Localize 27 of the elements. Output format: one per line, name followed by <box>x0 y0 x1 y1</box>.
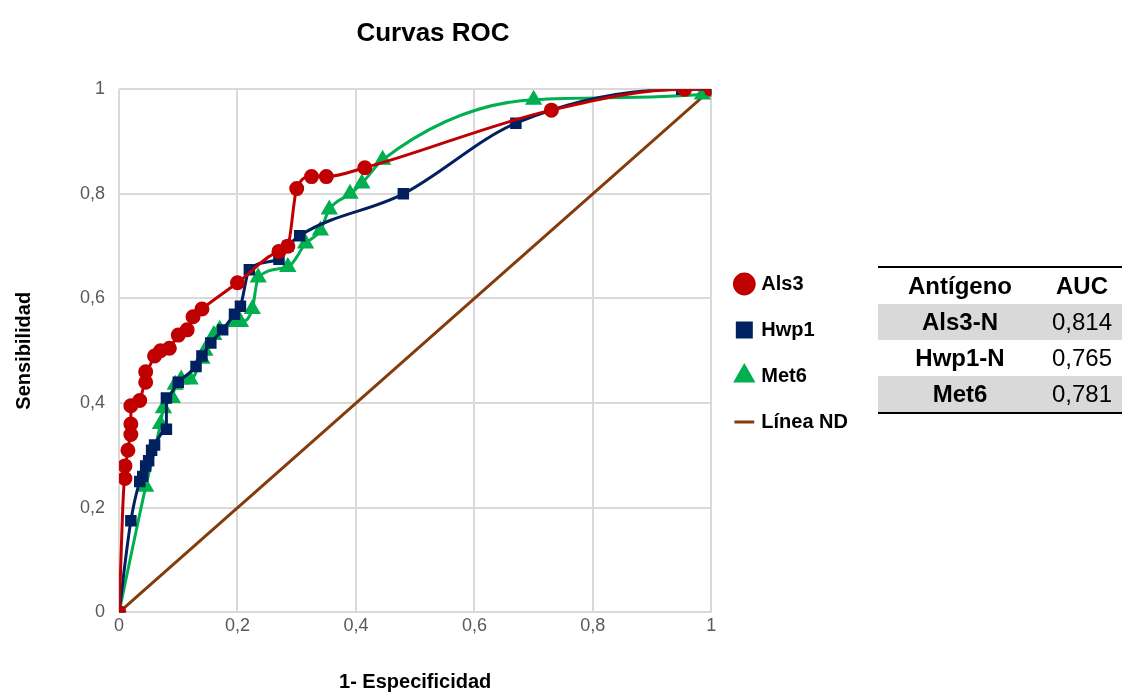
chart-title: Curvas ROC <box>356 16 510 47</box>
y-tick-label: 0,2 <box>79 496 106 517</box>
x-tick-label: 0,6 <box>461 615 487 636</box>
x-tick-label: 0,4 <box>343 615 369 636</box>
text: 0,814 <box>1051 307 1114 337</box>
y-tick-label: 0,4 <box>79 392 106 413</box>
legend-label: Met6 <box>761 363 807 386</box>
x-tick-label: 0,8 <box>580 615 606 636</box>
x-axis-title: 1- Especificidad <box>339 669 492 692</box>
legend-label: Línea ND <box>761 409 849 432</box>
text: Als3-N <box>920 307 999 337</box>
text: Met6 <box>931 379 989 409</box>
legend-label: Als3 <box>761 271 804 294</box>
x-tick-label: 1 <box>706 615 717 636</box>
text: AUC <box>1055 271 1109 301</box>
y-tick-label: 0,8 <box>79 182 106 203</box>
y-axis-title: Sensibilidad <box>11 291 34 410</box>
legend-label: Hwp1 <box>761 317 815 340</box>
y-tick-label: 1 <box>95 78 106 99</box>
x-tick-label: 0 <box>114 615 125 636</box>
text: 0,765 <box>1051 343 1114 373</box>
text: 0,781 <box>1051 379 1114 409</box>
x-tick-label: 0,2 <box>224 615 250 636</box>
y-tick-label: 0,6 <box>79 287 106 308</box>
text: Hwp1-N <box>914 343 1006 373</box>
y-tick-label: 0 <box>95 601 106 622</box>
text: Antígeno <box>907 271 1013 301</box>
